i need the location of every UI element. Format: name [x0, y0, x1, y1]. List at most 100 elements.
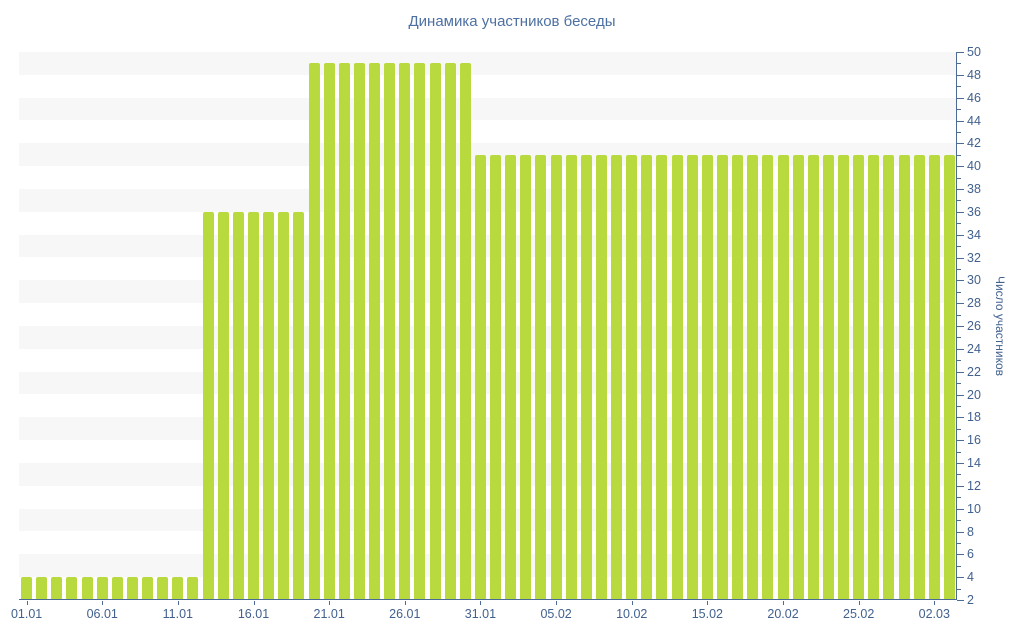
y-minor-tick-mark: [957, 497, 961, 499]
y-tick-label: 2: [967, 593, 974, 607]
y-tick-label: 14: [967, 456, 981, 470]
y-tick-mark: [957, 600, 964, 601]
bar[interactable]: [883, 154, 895, 600]
bar[interactable]: [686, 154, 698, 600]
y-minor-tick-mark: [957, 109, 961, 111]
y-tick-mark: [957, 120, 964, 122]
bar[interactable]: [565, 154, 577, 600]
bar[interactable]: [580, 154, 592, 600]
y-tick-label: 8: [967, 524, 974, 539]
y-tick-label: 24: [967, 341, 981, 356]
bar[interactable]: [126, 577, 138, 600]
grid-band: [19, 97, 957, 121]
bar[interactable]: [384, 63, 396, 600]
y-tick-label: 10: [967, 501, 981, 516]
bar[interactable]: [232, 211, 244, 600]
bar[interactable]: [868, 154, 880, 600]
y-tick-label: 44: [967, 113, 981, 128]
bar[interactable]: [187, 577, 199, 600]
x-axis-line: [19, 599, 957, 600]
bar[interactable]: [656, 154, 668, 600]
bar[interactable]: [142, 577, 154, 600]
y-minor-tick-mark: [957, 542, 961, 544]
bar[interactable]: [822, 154, 834, 600]
y-tick-mark: [957, 508, 964, 510]
bar[interactable]: [641, 154, 653, 600]
x-tick-label: 21.01: [313, 607, 345, 621]
bar[interactable]: [807, 154, 819, 600]
bar[interactable]: [323, 63, 335, 600]
chart-title: Динамика участников беседы: [408, 13, 616, 30]
y-tick-mark: [957, 211, 964, 213]
bar[interactable]: [399, 63, 411, 600]
y-minor-tick-mark: [957, 154, 961, 156]
x-tick-label: 11.01: [162, 607, 194, 621]
x-tick-mark: [783, 601, 785, 605]
x-tick-mark: [253, 601, 255, 605]
bar[interactable]: [717, 154, 728, 600]
bar[interactable]: [429, 63, 441, 600]
bar[interactable]: [263, 211, 275, 600]
y-tick-mark: [957, 577, 964, 579]
bar[interactable]: [202, 211, 214, 600]
bar[interactable]: [293, 211, 305, 600]
x-tick-mark: [404, 601, 406, 605]
bar[interactable]: [474, 154, 486, 600]
y-tick-label: 34: [967, 227, 981, 242]
bar[interactable]: [96, 577, 108, 600]
bar[interactable]: [278, 211, 290, 600]
bar[interactable]: [701, 154, 713, 600]
y-minor-tick-mark: [957, 565, 961, 567]
bar[interactable]: [459, 63, 471, 600]
bar[interactable]: [308, 63, 320, 600]
x-tick-mark: [329, 601, 331, 605]
y-tick-label: 30: [967, 273, 981, 288]
bar[interactable]: [853, 154, 865, 600]
bar[interactable]: [217, 211, 229, 600]
y-tick-label: 6: [967, 547, 974, 562]
bar[interactable]: [36, 577, 48, 600]
bar[interactable]: [671, 154, 683, 600]
y-tick-label: 40: [967, 159, 981, 174]
bar[interactable]: [490, 154, 502, 600]
y-tick-mark: [957, 303, 964, 305]
bar[interactable]: [792, 154, 804, 600]
y-minor-tick-mark: [957, 337, 961, 339]
bar[interactable]: [111, 577, 123, 600]
bar[interactable]: [248, 211, 259, 600]
bar[interactable]: [898, 154, 910, 600]
bar[interactable]: [414, 63, 426, 600]
bar[interactable]: [611, 154, 623, 600]
bar[interactable]: [338, 63, 350, 600]
y-tick-label: 22: [967, 364, 981, 379]
bar[interactable]: [626, 154, 638, 600]
bar[interactable]: [520, 154, 532, 600]
bar[interactable]: [172, 577, 184, 600]
bar[interactable]: [747, 154, 759, 600]
bar[interactable]: [762, 154, 774, 600]
x-tick-label: 15.02: [691, 607, 723, 621]
bar[interactable]: [550, 154, 562, 600]
y-tick-label: 38: [967, 182, 981, 196]
bar[interactable]: [535, 154, 547, 600]
bar[interactable]: [777, 154, 789, 600]
bar[interactable]: [732, 154, 744, 600]
bar[interactable]: [913, 154, 925, 600]
bar[interactable]: [157, 577, 169, 600]
bar[interactable]: [444, 63, 456, 600]
bar[interactable]: [66, 577, 78, 600]
bar[interactable]: [505, 154, 517, 600]
bar[interactable]: [51, 577, 63, 600]
bar[interactable]: [928, 154, 940, 600]
bar[interactable]: [595, 154, 607, 600]
x-tick-label: 01.01: [10, 607, 43, 621]
x-tick-mark: [26, 601, 28, 605]
x-tick-label: 06.01: [86, 607, 118, 621]
bar[interactable]: [943, 154, 955, 600]
bar[interactable]: [369, 63, 381, 600]
bar[interactable]: [838, 154, 850, 600]
bar[interactable]: [21, 577, 33, 600]
y-tick-label: 36: [967, 204, 981, 219]
bar[interactable]: [353, 63, 365, 600]
bar[interactable]: [81, 577, 93, 600]
